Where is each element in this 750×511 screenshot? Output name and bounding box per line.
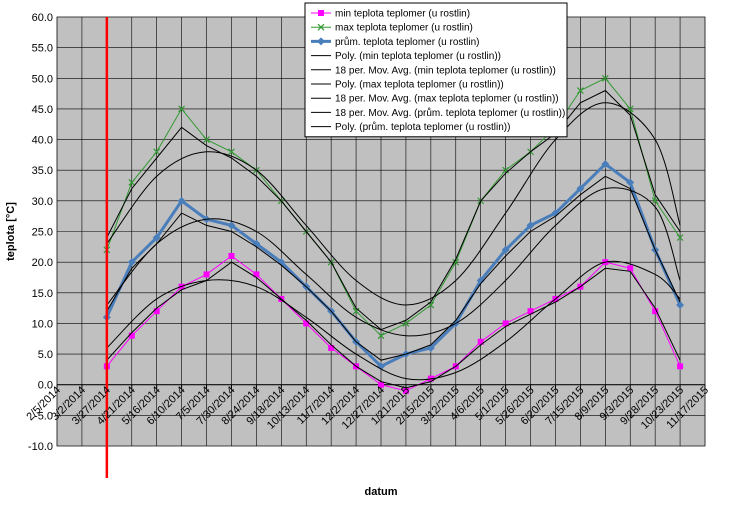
legend-marker [317,37,325,46]
data-point [178,105,186,113]
legend-item: Poly. (min teplota teplomer (u rostlin)) [311,51,501,62]
legend-label: 18 per. Mov. Avg. (max teplota teplomer … [335,94,559,105]
data-point [476,276,485,285]
legend-item: 18 per. Mov. Avg. (min teplota teplomer … [311,65,556,76]
legend-label: Poly. (min teplota teplomer (u rostlin)) [335,51,501,62]
y-tick-label: 25.0 [32,227,53,239]
data-point [153,308,160,315]
data-point [601,74,609,82]
data-point [676,234,684,242]
legend-item: Poly. (max teplota teplomer (u rostlin)) [311,80,504,91]
data-point [651,197,659,205]
data-point [253,271,260,278]
legend-label: min teplota teplomer (u rostlin) [335,9,470,20]
legend-label: prům. teplota teplomer (u rostlin) [335,36,480,48]
data-point [477,338,484,345]
data-point [576,87,584,94]
trendline-3 [106,261,681,389]
legend-box [304,2,568,138]
data-point [526,221,535,230]
data-point [203,136,210,143]
legend-label: 18 per. Mov. Avg. (prům. teplota teplome… [335,107,565,119]
data-point [177,196,186,205]
y-axis-ticks: 60.0 55.0 50.0 45.0 40.0 35.0 30.0 25.0 20.0 15.0… [28,12,53,453]
data-point [377,332,385,340]
y-tick-label: -5.0 [34,410,53,422]
legend-item: 18 per. Mov. Avg. (prům. teplota teplome… [311,107,565,119]
legend-label: Poly. (max teplota teplomer (u rostlin)) [335,80,504,91]
y-tick-label: 30.0 [32,196,53,208]
y-tick-label: 0.0 [38,380,53,392]
y-axis-title: teplota [°C] [5,202,17,261]
legend-item: max teplota teplomer (u rostlin) [311,23,473,34]
y-tick-label: -10.0 [28,441,53,453]
y-tick-label: 45.0 [32,104,53,116]
data-point [502,320,509,327]
data-point [153,148,161,156]
data-point [128,179,136,186]
data-point [127,258,136,267]
series-layer [102,74,685,394]
data-point [203,271,210,278]
gridlines [56,16,706,447]
data-point [227,221,236,230]
trendline-5 [106,175,681,361]
legend-item: 18 per. Mov. Avg. (max teplota teplomer … [311,94,559,105]
data-point [676,301,685,310]
trendline-2 [106,187,681,337]
y-tick-label: 35.0 [32,165,53,177]
data-point [601,160,610,169]
data-point [228,148,235,156]
legend-item: Poly. (prům. teplota teplomer (u rostlin… [311,121,510,133]
legend-label: Poly. (prům. teplota teplomer (u rostlin… [335,121,510,133]
trendline-1 [106,102,681,306]
data-point [452,258,460,266]
y-tick-label: 15.0 [32,288,53,300]
data-point [626,178,635,187]
series-line [106,77,681,337]
legend-marker [318,10,324,16]
x-axis-title: datum [365,486,398,498]
legend-label: max teplota teplomer (u rostlin) [335,23,473,34]
data-point [652,308,659,315]
legend-label: 18 per. Mov. Avg. (min teplota teplomer … [335,65,556,76]
trendline-4 [106,89,681,331]
data-point [402,387,409,394]
y-tick-label: 55.0 [32,43,53,55]
series-line [105,162,682,369]
data-point [328,344,335,351]
data-point [527,308,534,315]
legend: min teplota teplomer (u rostlin) max tepl… [304,2,568,138]
y-tick-label: 40.0 [32,135,53,147]
trend-layer [106,89,681,389]
series-line [106,255,681,392]
y-tick-label: 10.0 [32,318,53,330]
data-point [576,184,585,193]
data-point [501,245,510,254]
y-tick-label: 50.0 [32,73,53,85]
data-point [128,332,135,339]
legend-item: prům. teplota teplomer (u rostlin) [311,36,480,48]
data-point [378,381,384,388]
data-point [677,363,684,370]
legend-item: min teplota teplomer (u rostlin) [311,9,470,20]
series-2 [102,160,685,371]
data-point [228,253,235,260]
y-tick-label: 60.0 [32,12,53,24]
legend-marker [317,23,325,31]
data-point [152,233,161,242]
y-tick-label: 5.0 [38,349,53,361]
data-point [303,320,310,327]
y-tick-label: 20.0 [32,257,53,269]
data-point [627,265,634,272]
